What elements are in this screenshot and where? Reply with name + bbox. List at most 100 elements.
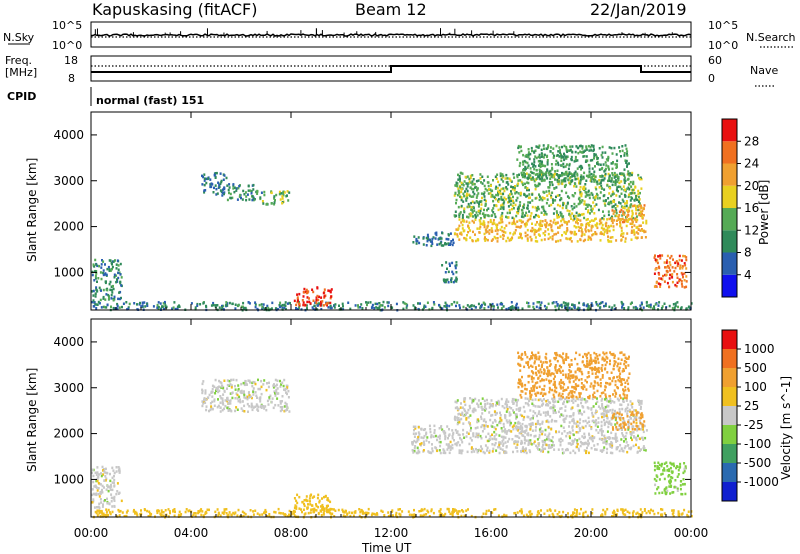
range-cell bbox=[580, 398, 583, 402]
range-cell bbox=[514, 434, 517, 438]
range-cell bbox=[243, 396, 246, 399]
range-cell bbox=[452, 272, 455, 276]
range-cell bbox=[615, 175, 618, 178]
range-cell bbox=[104, 263, 106, 266]
range-cell bbox=[615, 223, 618, 226]
range-cell bbox=[474, 435, 477, 439]
range-cell bbox=[325, 302, 328, 305]
range-cell bbox=[681, 273, 684, 276]
range-cell bbox=[501, 215, 504, 218]
range-cell bbox=[329, 507, 332, 511]
range-cell bbox=[203, 191, 206, 194]
range-cell bbox=[637, 434, 639, 438]
range-cell bbox=[103, 479, 106, 482]
range-cell bbox=[184, 510, 187, 514]
range-cell bbox=[601, 412, 604, 415]
range-cell bbox=[482, 419, 485, 423]
range-cell bbox=[284, 409, 287, 412]
range-cell bbox=[534, 434, 537, 438]
range-cell bbox=[127, 306, 130, 309]
range-cell bbox=[444, 437, 447, 441]
range-cell bbox=[221, 194, 224, 197]
range-cell bbox=[458, 215, 461, 218]
range-cell bbox=[373, 306, 376, 310]
range-cell bbox=[578, 421, 581, 425]
range-cell bbox=[540, 238, 543, 242]
range-cell bbox=[109, 288, 112, 292]
range-cell bbox=[549, 446, 552, 449]
range-cell bbox=[502, 174, 505, 178]
range-cell bbox=[110, 288, 113, 292]
range-cell bbox=[552, 411, 555, 415]
range-cell bbox=[577, 447, 580, 451]
power-ylabel: Slant Range [km] bbox=[25, 158, 39, 262]
range-cell bbox=[591, 508, 594, 511]
range-cell bbox=[232, 187, 235, 190]
range-cell bbox=[492, 211, 495, 214]
range-cell bbox=[506, 408, 509, 411]
range-cell bbox=[247, 301, 250, 304]
range-cell bbox=[505, 410, 508, 413]
range-cell bbox=[98, 473, 100, 476]
range-cell bbox=[607, 210, 610, 213]
range-cell bbox=[580, 151, 583, 154]
range-cell bbox=[537, 229, 540, 232]
range-cell bbox=[226, 398, 229, 402]
range-cell bbox=[270, 190, 273, 193]
range-cell bbox=[586, 514, 589, 518]
range-cell bbox=[586, 446, 588, 450]
range-cell bbox=[574, 215, 577, 218]
range-cell bbox=[498, 221, 501, 225]
range-cell bbox=[623, 154, 626, 157]
range-cell bbox=[474, 239, 477, 243]
range-cell bbox=[638, 224, 641, 227]
range-cell bbox=[488, 449, 491, 453]
range-cell bbox=[546, 163, 549, 166]
range-cell bbox=[573, 172, 576, 175]
range-cell bbox=[105, 508, 108, 511]
range-cell bbox=[606, 226, 609, 230]
range-cell bbox=[614, 179, 617, 182]
range-cell bbox=[258, 303, 261, 307]
range-cell bbox=[637, 446, 640, 450]
range-cell bbox=[423, 306, 425, 309]
freq-tick-bottom: 8 bbox=[68, 72, 75, 85]
range-cell bbox=[164, 509, 167, 512]
range-cell bbox=[519, 426, 522, 429]
range-cell bbox=[566, 447, 569, 451]
range-cell bbox=[632, 514, 634, 517]
range-cell bbox=[576, 159, 579, 162]
range-cell bbox=[628, 183, 631, 186]
range-cell bbox=[281, 408, 283, 412]
range-cell bbox=[562, 162, 565, 166]
range-cell bbox=[429, 430, 432, 434]
range-cell bbox=[559, 204, 562, 208]
range-cell bbox=[673, 270, 676, 273]
range-cell bbox=[113, 471, 116, 475]
range-cell bbox=[511, 204, 514, 207]
range-cell bbox=[475, 447, 477, 451]
range-cell bbox=[494, 197, 497, 201]
range-cell bbox=[558, 226, 561, 229]
range-cell bbox=[657, 265, 660, 269]
range-cell bbox=[616, 508, 619, 512]
range-cell bbox=[583, 203, 586, 206]
range-cell bbox=[522, 430, 525, 433]
range-cell bbox=[631, 191, 634, 195]
range-cell bbox=[626, 444, 629, 447]
range-cell bbox=[423, 442, 426, 446]
range-cell bbox=[462, 184, 465, 187]
range-cell bbox=[573, 202, 576, 206]
range-cell bbox=[564, 405, 567, 408]
range-cell bbox=[524, 449, 527, 452]
range-cell bbox=[231, 396, 234, 400]
range-cell bbox=[220, 386, 223, 389]
range-cell bbox=[519, 179, 522, 182]
range-cell bbox=[541, 220, 544, 223]
range-cell bbox=[591, 177, 594, 180]
range-cell bbox=[199, 509, 202, 512]
range-cell bbox=[579, 440, 582, 444]
range-cell bbox=[574, 514, 577, 518]
range-cell bbox=[491, 193, 494, 197]
range-cell bbox=[565, 145, 568, 149]
